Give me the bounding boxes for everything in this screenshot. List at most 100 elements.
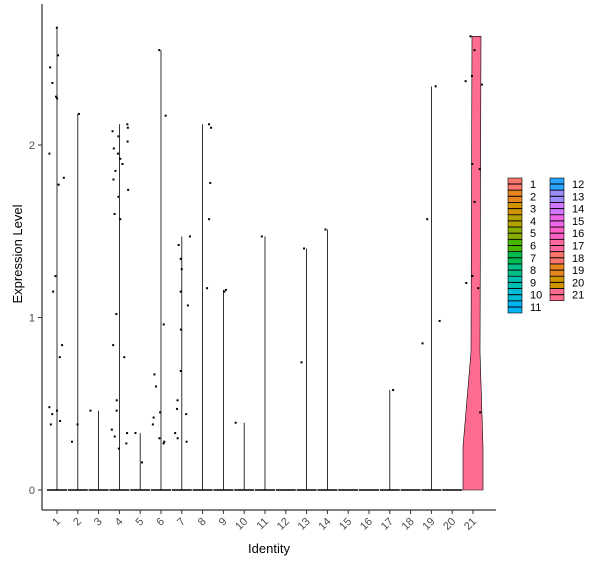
data-point — [48, 152, 51, 155]
data-point — [112, 344, 115, 347]
x-tick-label: 17 — [379, 516, 396, 533]
data-point — [208, 218, 211, 221]
data-point — [224, 288, 227, 291]
data-point — [303, 247, 306, 250]
x-tick-label: 13 — [296, 516, 313, 533]
data-point — [117, 195, 120, 198]
data-point — [324, 228, 327, 231]
data-point — [421, 342, 424, 345]
data-point — [473, 200, 476, 203]
y-tick-label: 1 — [29, 313, 35, 325]
data-point — [127, 188, 130, 191]
data-point — [61, 344, 64, 347]
data-point — [52, 290, 55, 293]
legend-item-14: 14 — [549, 202, 584, 216]
data-point — [126, 432, 129, 435]
data-point — [55, 409, 58, 412]
data-point — [471, 275, 474, 278]
legend-item-18: 18 — [549, 251, 584, 265]
data-point — [57, 183, 60, 186]
legend-item-5: 5 — [507, 226, 536, 240]
data-point — [392, 388, 395, 391]
data-point — [59, 420, 62, 422]
violin-4 — [109, 124, 130, 491]
data-point — [162, 442, 165, 445]
legend-label: 18 — [572, 253, 584, 265]
data-point — [56, 97, 59, 100]
data-point — [123, 356, 126, 359]
data-point — [114, 169, 117, 172]
data-point — [426, 218, 429, 221]
data-point — [185, 440, 188, 443]
legend-item-4: 4 — [507, 214, 536, 228]
legend-label: 1 — [530, 179, 536, 191]
data-point — [62, 176, 65, 179]
x-tick-label: 18 — [400, 516, 417, 533]
legend-item-3: 3 — [507, 202, 536, 216]
data-point — [113, 213, 116, 215]
y-tick-label: 0 — [29, 485, 35, 497]
data-point — [112, 147, 115, 150]
data-point — [119, 157, 122, 160]
data-point — [158, 437, 161, 440]
data-point — [117, 447, 120, 450]
data-point — [113, 435, 116, 438]
data-point — [112, 178, 115, 181]
data-point — [115, 409, 118, 412]
data-point — [76, 423, 79, 426]
legend-label: 21 — [572, 290, 584, 302]
legend-label: 20 — [572, 277, 584, 289]
data-point — [464, 80, 467, 83]
x-axis-title: Identity — [248, 541, 290, 556]
legend-item-20: 20 — [549, 276, 584, 289]
x-tick-label: 21 — [462, 516, 479, 533]
legend-item-17: 17 — [549, 239, 584, 253]
data-point — [469, 35, 472, 38]
x-tick-label: 14 — [316, 516, 333, 533]
legend-item-12: 12 — [549, 177, 584, 191]
y-tick-label: 2 — [29, 140, 35, 152]
data-point — [151, 423, 154, 426]
legend-label: 7 — [530, 253, 536, 265]
x-tick-label: 16 — [358, 516, 375, 533]
legend-label: 10 — [530, 290, 542, 302]
data-point — [478, 168, 481, 171]
violin-3 — [88, 410, 109, 491]
x-tick-label: 7 — [175, 516, 188, 529]
legend-item-11: 11 — [507, 300, 541, 314]
legend-item-21: 21 — [549, 288, 584, 302]
data-point — [152, 416, 155, 419]
data-point — [111, 130, 114, 133]
legend-item-9: 9 — [507, 276, 536, 289]
data-point — [179, 369, 182, 372]
violin-10 — [234, 422, 255, 491]
data-point — [234, 421, 237, 424]
data-point — [54, 275, 57, 278]
legend-label: 15 — [572, 216, 584, 228]
legend-item-10: 10 — [507, 288, 542, 302]
x-tick-label: 19 — [420, 516, 437, 533]
data-point — [116, 152, 119, 155]
data-point — [477, 287, 480, 290]
violin-6 — [151, 50, 171, 491]
data-point — [180, 268, 183, 271]
x-tick-label: 4 — [113, 516, 126, 529]
data-point — [121, 162, 124, 165]
legend-label: 17 — [572, 241, 584, 253]
data-point — [186, 304, 189, 307]
data-point — [155, 385, 158, 388]
data-point — [70, 440, 73, 443]
legend-label: 3 — [530, 204, 536, 216]
legend-label: 2 — [530, 191, 536, 203]
legend-label: 14 — [572, 204, 584, 216]
data-point — [58, 356, 61, 359]
legend-label: 5 — [530, 228, 536, 240]
data-point — [434, 85, 437, 88]
legend-label: 6 — [530, 241, 536, 253]
data-point — [126, 123, 129, 126]
data-point — [115, 399, 118, 402]
data-point — [174, 432, 177, 435]
data-point — [438, 319, 441, 322]
